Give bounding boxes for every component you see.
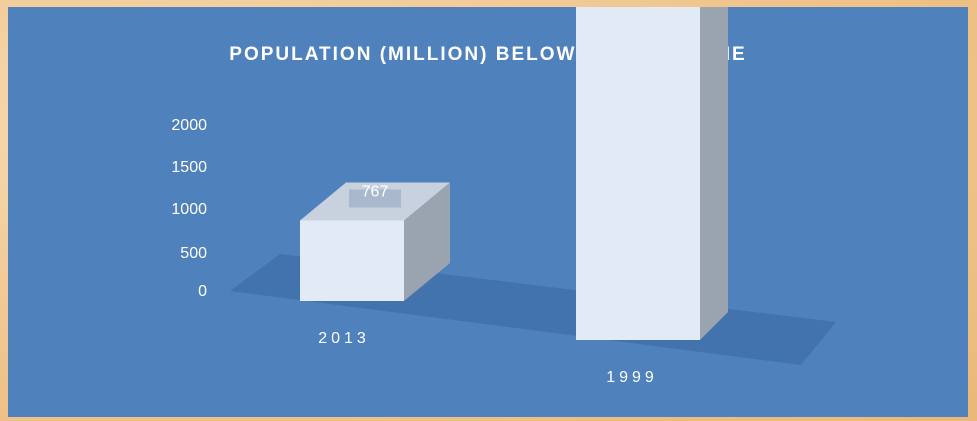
y-tick-label: 2000	[171, 117, 207, 134]
bar-front-face	[576, 7, 700, 340]
x-category-label: 2013	[318, 330, 370, 347]
bars-group: 7671700	[300, 7, 728, 340]
data-label-box	[349, 189, 401, 208]
x-category-label: 1999	[606, 369, 658, 386]
bar-side-face	[404, 182, 450, 301]
chart-panel: POPULATION (MILLION) BELOW POVERTY LINE …	[8, 7, 968, 417]
y-tick-label: 500	[180, 245, 207, 262]
data-label: 767	[362, 183, 389, 200]
y-tick-label: 1000	[171, 201, 207, 218]
chart-plot: 0 500 1000 1500 2000 7671700 2013 1999	[171, 7, 836, 386]
y-tick-label: 0	[198, 283, 207, 300]
bar-front-face	[300, 220, 404, 301]
y-tick-label: 1500	[171, 159, 207, 176]
bar-side-face	[700, 7, 728, 340]
y-axis: 0 500 1000 1500 2000	[171, 117, 207, 300]
